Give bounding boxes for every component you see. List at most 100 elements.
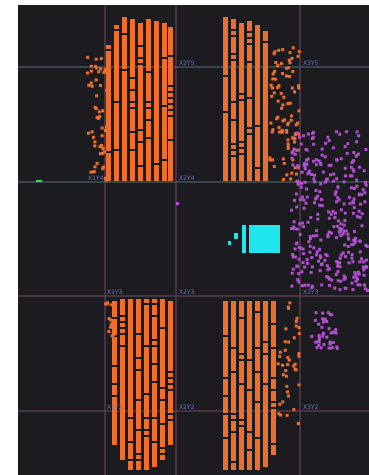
purple-cell xyxy=(302,252,305,256)
purple-cell xyxy=(325,335,329,339)
orange-cell xyxy=(285,130,289,134)
orange-cell xyxy=(93,144,97,148)
purple-cell xyxy=(357,134,361,138)
orange-cell xyxy=(100,143,103,147)
purple-cell xyxy=(360,192,364,196)
purple-cell xyxy=(290,151,294,155)
orange-cell xyxy=(272,52,276,56)
purple-cell xyxy=(327,277,331,281)
purple-cell xyxy=(298,135,302,139)
purple-cell xyxy=(326,235,330,239)
orange-column-top-left xyxy=(130,19,135,181)
purple-cell xyxy=(336,264,340,268)
orange-cell xyxy=(277,412,281,416)
orange-cell xyxy=(297,50,301,54)
purple-cell xyxy=(327,164,331,167)
device-floorplan-viewer[interactable]: X2Y5 X3Y5 X1Y4 X2Y4 X1Y3 X2Y3 X3Y3 X1Y2 … xyxy=(18,5,369,475)
purple-cell xyxy=(312,177,316,181)
orange-cell xyxy=(281,103,285,107)
orange-cell xyxy=(284,327,288,331)
grid-label-x2y3: X2Y3 xyxy=(179,289,195,296)
grid-label-x3y2: X3Y2 xyxy=(303,404,319,411)
orange-cell xyxy=(106,142,110,146)
orange-column-top-right-gap xyxy=(247,31,252,33)
purple-cell xyxy=(316,212,320,216)
purple-cell xyxy=(313,201,316,205)
orange-cell xyxy=(291,46,295,50)
orange-cell xyxy=(281,72,285,75)
orange-cell xyxy=(107,123,110,127)
orange-cell xyxy=(294,123,298,127)
orange-column-bottom-left-gap xyxy=(136,453,141,455)
purple-cell xyxy=(296,164,300,168)
orange-cell xyxy=(97,110,101,114)
purple-cell xyxy=(298,181,302,185)
orange-column-bottom-left-gap xyxy=(112,383,117,385)
orange-column-bottom-left-gap xyxy=(136,429,141,431)
orange-cell xyxy=(87,131,90,135)
orange-column-bottom-left-gap xyxy=(144,345,149,347)
purple-cell xyxy=(318,247,322,251)
orange-column-bottom-left-gap xyxy=(136,369,141,371)
floorplan-canvas[interactable]: X2Y5 X3Y5 X1Y4 X2Y4 X1Y3 X2Y3 X3Y3 X1Y2 … xyxy=(18,5,369,475)
orange-cell xyxy=(103,128,107,132)
purple-cell xyxy=(347,237,351,241)
purple-cell xyxy=(300,284,304,288)
purple-cell xyxy=(329,163,333,167)
orange-column-top-right-gap xyxy=(247,133,252,135)
orange-column-bottom-left-gap xyxy=(168,371,173,373)
orange-column-bottom-right xyxy=(239,301,244,470)
orange-cell xyxy=(106,302,110,306)
purple-cell xyxy=(334,331,338,335)
purple-cell xyxy=(342,223,346,227)
grid-label-x1y2: X1Y2 xyxy=(107,404,123,411)
purple-cell xyxy=(324,141,328,145)
orange-column-bottom-left xyxy=(128,299,133,470)
purple-cell xyxy=(317,339,321,343)
orange-column-bottom-right-gap xyxy=(255,311,260,313)
purple-cell xyxy=(315,158,318,162)
purple-cell xyxy=(307,240,311,244)
purple-cell xyxy=(300,195,304,199)
purple-cell xyxy=(352,206,356,209)
orange-cell xyxy=(287,306,290,310)
purple-cell xyxy=(329,212,333,216)
orange-column-top-left-gap xyxy=(114,101,119,103)
purple-cell xyxy=(320,147,324,151)
purple-cell xyxy=(343,219,347,222)
purple-cell xyxy=(322,320,325,324)
purple-cell xyxy=(290,227,293,230)
orange-cell xyxy=(297,352,301,356)
orange-column-bottom-left-gap xyxy=(168,419,173,421)
orange-column-bottom-right-gap xyxy=(231,347,236,349)
purple-cell xyxy=(310,256,314,259)
purple-cell xyxy=(349,186,353,190)
orange-cell xyxy=(269,121,273,125)
orange-cell xyxy=(272,165,276,168)
purple-cell xyxy=(359,202,363,206)
purple-cell xyxy=(326,135,330,139)
purple-cell xyxy=(316,217,320,221)
purple-cell xyxy=(300,270,304,274)
purple-cell xyxy=(337,219,340,223)
orange-column-bottom-left xyxy=(144,299,149,470)
purple-cell xyxy=(352,187,356,190)
purple-cell xyxy=(297,148,301,152)
purple-cell xyxy=(303,283,307,287)
orange-cell xyxy=(286,147,290,150)
orange-cell xyxy=(94,78,98,82)
purple-cell xyxy=(295,205,299,209)
orange-column-bottom-left-gap xyxy=(152,381,157,383)
orange-cell xyxy=(293,362,297,366)
purple-cell xyxy=(352,238,356,242)
purple-cell xyxy=(308,244,312,248)
orange-cell xyxy=(285,129,289,132)
orange-column-bottom-left-gap xyxy=(120,315,125,317)
orange-cell xyxy=(291,158,295,162)
purple-cell xyxy=(362,268,366,272)
purple-cell xyxy=(314,188,318,192)
orange-column-bottom-right-gap xyxy=(239,419,244,421)
orange-column-bottom-right-gap xyxy=(223,335,228,337)
orange-cell xyxy=(286,356,290,360)
purple-cell xyxy=(322,331,325,335)
